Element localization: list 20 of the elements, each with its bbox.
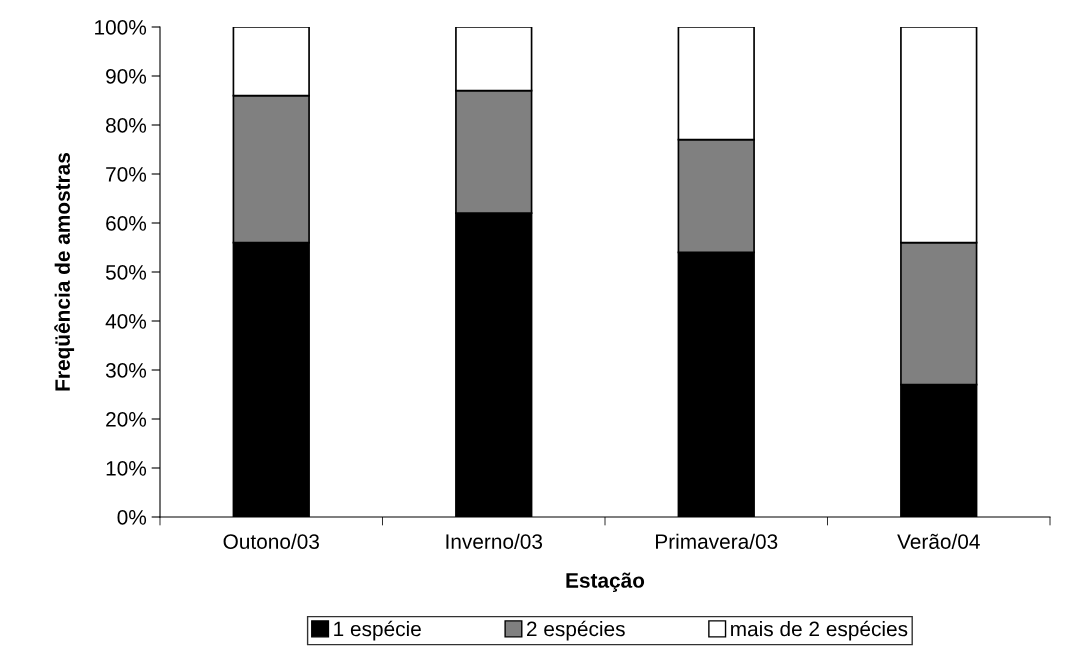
y-axis-title: Freqüência de amostras — [54, 153, 75, 391]
y-tick-label: 100% — [95, 20, 147, 35]
x-axis-title: Estação — [566, 572, 645, 592]
legend-label: mais de 2 espécies — [731, 620, 908, 641]
y-tick-label: 30% — [105, 363, 147, 378]
y-tick-label: 40% — [105, 314, 147, 329]
x-tick-label: Outono/03 — [223, 533, 319, 549]
y-tick-label: 70% — [106, 167, 147, 182]
y-tick-label: 10% — [106, 461, 147, 476]
x-tick-label: Verão/04 — [897, 533, 980, 549]
y-tick-label: 90% — [106, 69, 147, 84]
legend-label: 1 espécie — [334, 620, 421, 641]
legend-label: 2 espécies — [526, 620, 625, 641]
y-tick-label: 60% — [106, 216, 147, 231]
y-tick-label: 80% — [106, 118, 147, 133]
x-tick-label: Primavera/03 — [656, 533, 778, 549]
y-tick-label: 50% — [105, 265, 147, 280]
y-tick-label: 20% — [106, 412, 147, 427]
x-tick-label: Inverno/03 — [446, 533, 543, 549]
y-tick-label: 0% — [117, 510, 147, 525]
